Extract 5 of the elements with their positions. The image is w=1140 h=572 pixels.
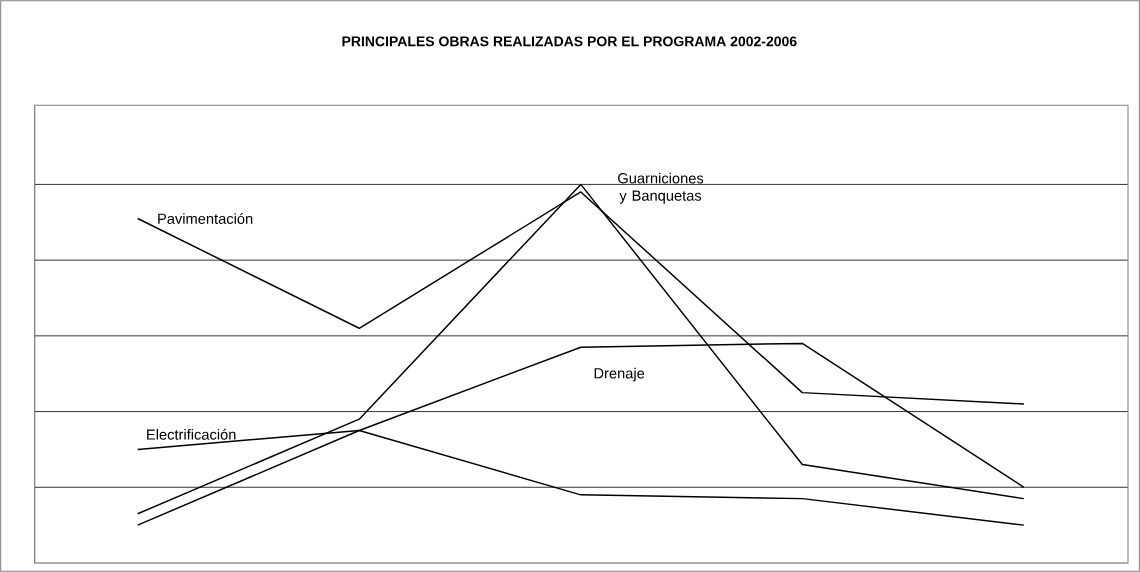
series-label: Pavimentación [158, 213, 253, 224]
series-label: Electrificación [147, 428, 236, 440]
series-label: Drenaje [594, 367, 645, 382]
chart-title: PRINCIPALES OBRAS REALIZADAS POR EL PROGRAMA 2002-2006 [342, 36, 797, 47]
series-label: Guarniciones y Banquetas [618, 172, 704, 204]
